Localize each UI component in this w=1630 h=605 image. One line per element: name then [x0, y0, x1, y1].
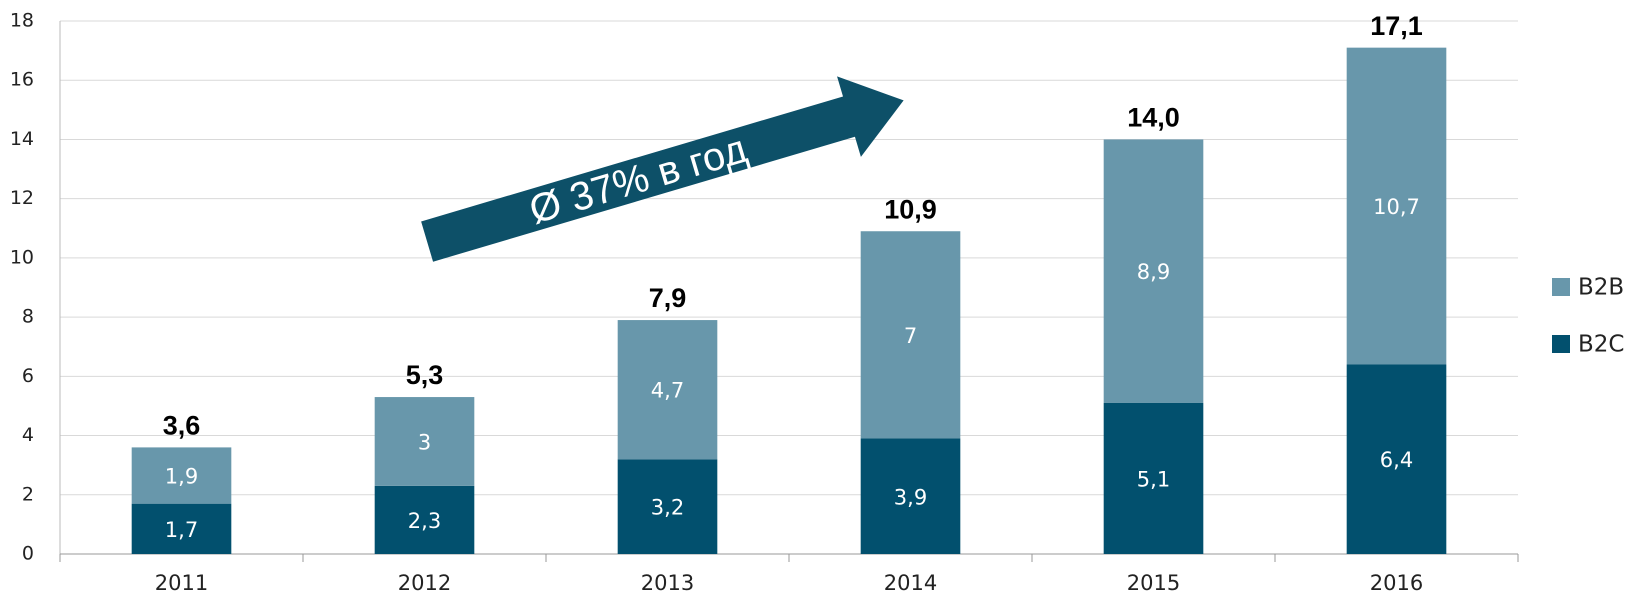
value-label: 2,3 — [408, 509, 441, 533]
total-label: 3,6 — [163, 411, 201, 441]
value-label: 8,9 — [1137, 260, 1170, 284]
bar-segment — [374, 397, 475, 486]
value-label: 1,7 — [165, 518, 198, 542]
y-tick-label: 10 — [10, 246, 34, 268]
x-tick-label: 2015 — [1127, 571, 1180, 595]
bar-segment — [374, 485, 475, 554]
annotation: Ø 37% в год — [524, 127, 751, 233]
total-label: 10,9 — [884, 194, 937, 224]
value-label: 3,2 — [651, 496, 684, 520]
legend-label: B2C — [1578, 332, 1624, 358]
y-tick-label: 8 — [22, 306, 34, 328]
legend-swatch — [1552, 278, 1570, 296]
value-label: 6,4 — [1380, 448, 1413, 472]
value-label: 7 — [904, 324, 917, 348]
arrow-shape — [421, 76, 904, 262]
y-tick-label: 0 — [22, 543, 34, 565]
value-label: 1,9 — [165, 465, 198, 489]
value-label: 5,1 — [1137, 467, 1170, 491]
bar-segment — [131, 447, 232, 504]
bar-segment — [1103, 139, 1204, 403]
y-tick-label: 18 — [10, 10, 34, 32]
y-tick-label: 14 — [10, 128, 34, 150]
value-label: 3,9 — [894, 485, 927, 509]
legend-label: B2B — [1578, 275, 1624, 301]
legend-swatch — [1552, 335, 1570, 353]
bar-segment — [131, 503, 232, 554]
x-tick-label: 2013 — [641, 571, 694, 595]
total-label: 14,0 — [1127, 103, 1180, 133]
value-label: 10,7 — [1373, 195, 1420, 219]
y-tick-label: 12 — [10, 187, 34, 209]
total-label: 17,1 — [1370, 11, 1423, 41]
bar-segment — [617, 320, 718, 460]
growth-arrow: Ø 37% в год — [421, 76, 904, 262]
x-tick-label: 2016 — [1370, 571, 1423, 595]
value-label: 4,7 — [651, 379, 684, 403]
bar-segment — [617, 459, 718, 554]
y-tick-label: 4 — [22, 424, 34, 446]
x-tick-label: 2011 — [155, 571, 208, 595]
total-label: 5,3 — [406, 360, 444, 390]
total-label: 7,9 — [649, 283, 687, 313]
bar-segment — [860, 231, 961, 439]
y-tick-label: 2 — [22, 483, 34, 505]
bar-segment — [860, 438, 961, 554]
bar-segment — [1346, 364, 1447, 554]
bar-segment — [1103, 402, 1204, 554]
value-label: 3 — [418, 430, 431, 454]
x-tick-label: 2012 — [398, 571, 451, 595]
y-tick-label: 16 — [10, 69, 34, 91]
bar-segment — [1346, 47, 1447, 365]
x-tick-label: 2014 — [884, 571, 937, 595]
y-tick-label: 6 — [22, 365, 34, 387]
